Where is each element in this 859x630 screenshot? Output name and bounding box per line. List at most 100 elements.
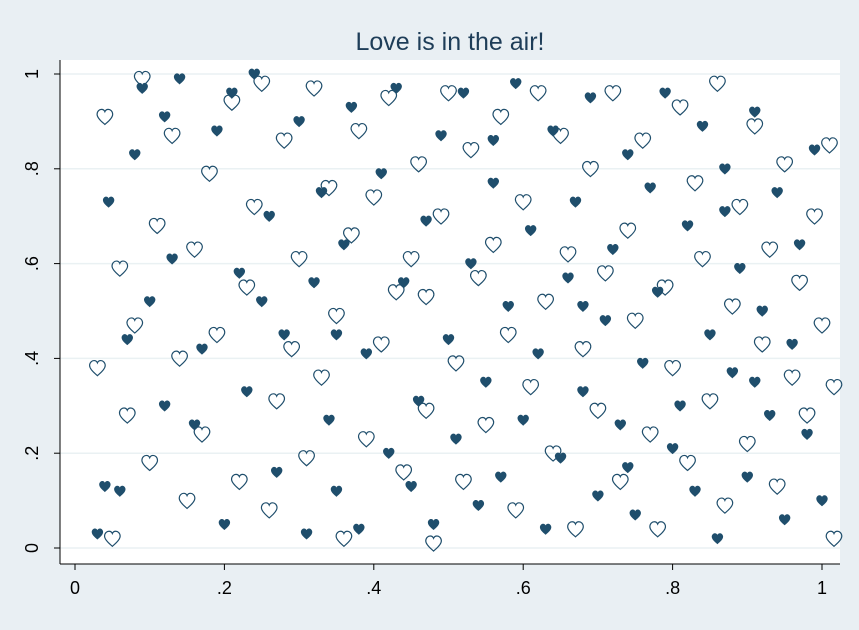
solid-heart-marker: [487, 177, 500, 189]
hollow-heart-marker: [604, 85, 622, 102]
hollow-heart-marker: [238, 279, 256, 296]
solid-heart-marker: [129, 149, 141, 161]
solid-heart-marker: [704, 329, 716, 341]
hollow-heart-marker: [499, 326, 517, 344]
hollow-heart-marker: [410, 156, 428, 173]
hollow-heart-marker: [567, 521, 584, 538]
solid-heart-marker: [651, 286, 664, 298]
markers: [89, 68, 843, 552]
solid-heart-marker: [614, 419, 627, 431]
y-tick-label: .2: [22, 446, 42, 461]
hollow-heart-marker: [343, 227, 360, 244]
hollow-heart-marker: [813, 317, 831, 334]
hollow-heart-marker: [253, 75, 271, 93]
hollow-heart-marker: [290, 250, 308, 268]
hollow-heart-marker: [208, 326, 226, 344]
x-tick-label: 1: [817, 578, 827, 598]
solid-heart-marker: [91, 528, 104, 540]
hollow-heart-marker: [417, 402, 435, 420]
solid-heart-marker: [472, 500, 485, 512]
hollow-heart-marker: [641, 426, 659, 443]
solid-heart-marker: [457, 87, 470, 99]
solid-heart-marker: [786, 338, 798, 350]
x-tick-label: .6: [516, 578, 531, 598]
gridlines: [60, 73, 840, 549]
hollow-heart-marker: [148, 217, 166, 235]
hollow-heart-marker: [469, 269, 487, 287]
solid-heart-marker: [539, 523, 552, 535]
hollow-heart-marker: [761, 241, 779, 259]
hollow-heart-marker: [141, 454, 159, 472]
hollow-heart-marker: [357, 431, 375, 448]
hollow-heart-marker: [103, 530, 121, 548]
solid-heart-marker: [771, 187, 783, 199]
solid-heart-marker: [517, 414, 529, 426]
hollow-heart-marker: [477, 416, 495, 434]
x-tick-label: .4: [366, 578, 381, 598]
solid-heart-marker: [674, 400, 686, 412]
solid-heart-marker: [278, 329, 290, 341]
hollow-heart-marker: [193, 426, 211, 443]
hollow-heart-marker: [626, 312, 644, 330]
solid-heart-marker: [681, 220, 694, 232]
hollow-heart-marker: [514, 194, 532, 211]
hollow-heart-marker: [245, 198, 263, 216]
hollow-heart-marker: [365, 189, 383, 206]
ticks: 0 .2 .4 .6 .8 1 0 .2 .4 .6 .8 1: [22, 69, 827, 598]
solid-heart-marker: [719, 206, 731, 218]
hollow-heart-marker: [709, 75, 726, 93]
solid-heart-marker: [622, 149, 634, 161]
solid-heart-marker: [293, 116, 305, 128]
solid-heart-marker: [726, 367, 739, 379]
hollow-heart-marker: [507, 502, 525, 519]
y-tick-label: .8: [22, 161, 42, 176]
solid-heart-marker: [330, 329, 343, 341]
hollow-heart-marker: [298, 450, 315, 467]
solid-heart-marker: [801, 428, 813, 440]
solid-heart-marker: [450, 433, 462, 445]
solid-heart-marker: [532, 348, 544, 360]
solid-heart-marker: [338, 239, 350, 251]
solid-heart-marker: [353, 523, 365, 535]
hollow-heart-marker: [686, 175, 704, 192]
solid-heart-marker: [256, 296, 268, 308]
solid-heart-marker: [554, 452, 567, 464]
hollow-heart-marker: [582, 160, 599, 178]
solid-heart-marker: [360, 348, 373, 360]
solid-heart-marker: [816, 495, 828, 507]
hollow-heart-marker: [417, 288, 435, 306]
hollow-heart-marker: [283, 341, 301, 358]
solid-heart-marker: [383, 447, 395, 459]
hollow-heart-marker: [768, 478, 786, 496]
solid-heart-marker: [666, 443, 679, 455]
solid-heart-marker: [719, 163, 731, 175]
solid-heart-marker: [659, 87, 671, 99]
solid-heart-marker: [263, 210, 275, 222]
solid-heart-marker: [330, 485, 343, 497]
hollow-heart-marker: [723, 298, 741, 315]
hollow-heart-marker: [223, 94, 241, 112]
hollow-heart-marker: [753, 336, 771, 353]
hollow-heart-marker: [328, 307, 345, 325]
hollow-heart-marker: [96, 108, 114, 126]
solid-heart-marker: [166, 253, 178, 265]
solid-heart-marker: [495, 471, 507, 483]
hollow-heart-marker: [649, 521, 667, 538]
hollow-heart-marker: [230, 473, 248, 491]
solid-heart-marker: [592, 490, 604, 502]
hollow-heart-marker: [305, 80, 323, 97]
solid-heart-marker: [102, 196, 115, 208]
hollow-heart-marker: [529, 85, 547, 102]
chart-title: Love is in the air!: [356, 28, 545, 56]
hollow-heart-marker: [656, 279, 674, 296]
solid-heart-marker: [420, 215, 432, 227]
solid-heart-marker: [778, 514, 791, 526]
hollow-heart-marker: [679, 454, 696, 472]
hollow-heart-marker: [425, 535, 442, 552]
hollow-heart-marker: [791, 274, 808, 292]
hollow-heart-marker: [694, 250, 711, 268]
solid-heart-marker: [136, 82, 148, 94]
hollow-heart-marker: [89, 360, 106, 377]
solid-heart-marker: [711, 533, 724, 545]
hollow-heart-marker: [313, 369, 330, 386]
